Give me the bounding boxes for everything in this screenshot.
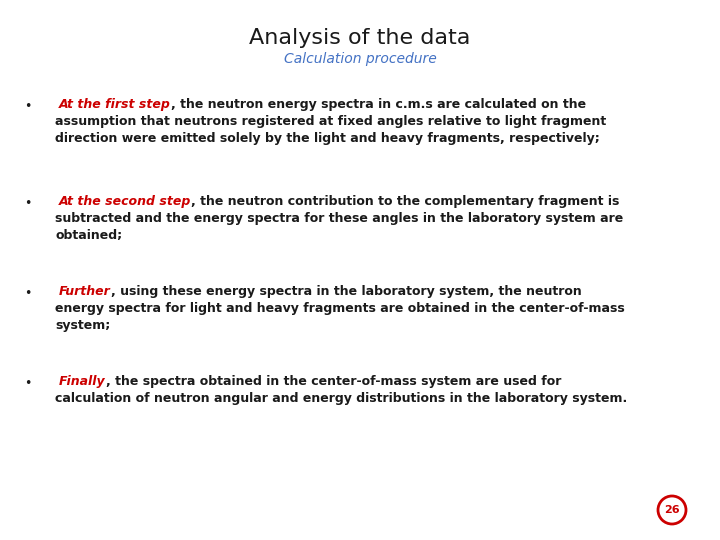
Text: At the second step: At the second step <box>59 195 192 208</box>
Text: system;: system; <box>55 319 110 332</box>
Text: •: • <box>24 287 32 300</box>
Text: energy spectra for light and heavy fragments are obtained in the center-of-mass: energy spectra for light and heavy fragm… <box>55 302 625 315</box>
Text: At the first step: At the first step <box>59 98 171 111</box>
Text: Further: Further <box>59 285 111 298</box>
Text: , using these energy spectra in the laboratory system, the neutron: , using these energy spectra in the labo… <box>111 285 582 298</box>
Text: subtracted and the energy spectra for these angles in the laboratory system are: subtracted and the energy spectra for th… <box>55 212 624 225</box>
Text: obtained;: obtained; <box>55 229 122 242</box>
Text: Finally: Finally <box>59 375 106 388</box>
Text: , the spectra obtained in the center-of-mass system are used for: , the spectra obtained in the center-of-… <box>106 375 561 388</box>
Text: •: • <box>24 197 32 210</box>
Text: •: • <box>24 100 32 113</box>
Text: direction were emitted solely by the light and heavy fragments, respectively;: direction were emitted solely by the lig… <box>55 132 600 145</box>
Text: Calculation procedure: Calculation procedure <box>284 52 436 66</box>
Text: •: • <box>24 377 32 390</box>
Text: calculation of neutron angular and energy distributions in the laboratory system: calculation of neutron angular and energ… <box>55 392 627 405</box>
Text: Analysis of the data: Analysis of the data <box>249 28 471 48</box>
Text: , the neutron energy spectra in c.m.s are calculated on the: , the neutron energy spectra in c.m.s ar… <box>171 98 586 111</box>
Text: assumption that neutrons registered at fixed angles relative to light fragment: assumption that neutrons registered at f… <box>55 115 606 128</box>
Text: 26: 26 <box>664 505 680 515</box>
Text: , the neutron contribution to the complementary fragment is: , the neutron contribution to the comple… <box>192 195 620 208</box>
